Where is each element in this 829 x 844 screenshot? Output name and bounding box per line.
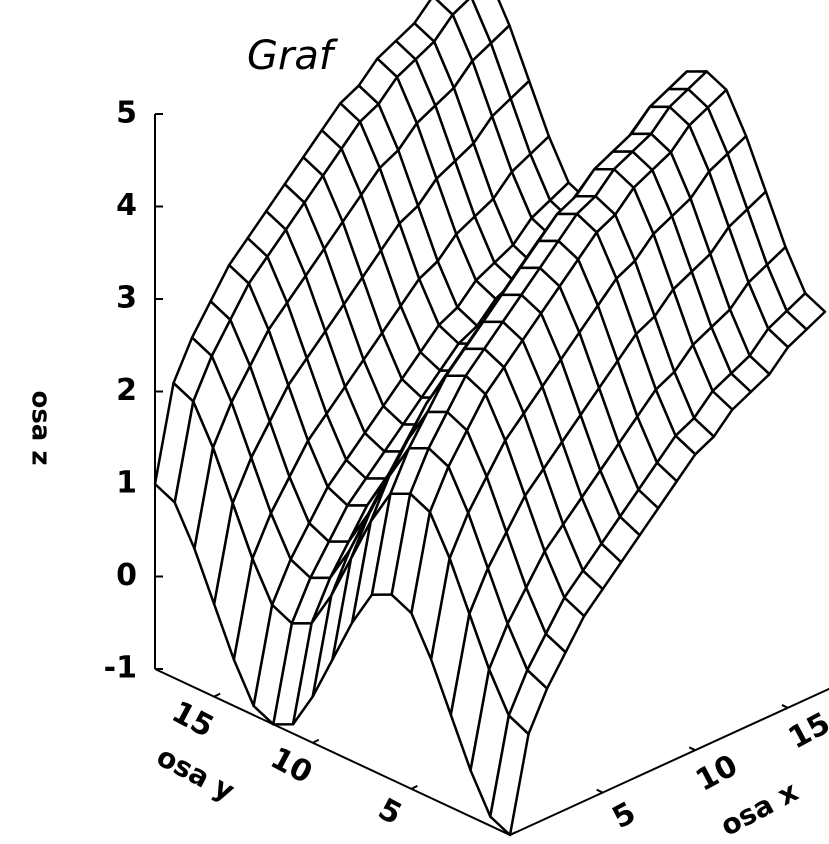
y-tick-label: 0 <box>471 838 506 844</box>
y-tick <box>213 692 221 698</box>
z-tick-label: 4 <box>116 188 137 223</box>
x-tick-label: 5 <box>607 795 642 836</box>
x-tick-label: 15 <box>783 706 829 757</box>
y-tick-label: 5 <box>372 792 407 833</box>
x-axis <box>509 687 829 836</box>
surface-cell <box>489 714 530 837</box>
y-tick-label: 10 <box>265 741 318 792</box>
z-tick-label: 5 <box>116 96 137 131</box>
y-axis-label: osa y <box>151 740 240 808</box>
z-tick-label: 0 <box>116 558 137 593</box>
z-tick-label: 1 <box>116 466 137 501</box>
z-tick-label: -1 <box>104 651 137 686</box>
z-tick-label: 2 <box>116 373 137 408</box>
x-tick <box>781 704 789 709</box>
chart-title: Graf <box>247 33 339 79</box>
y-tick <box>410 784 418 790</box>
y-tick-label: 15 <box>166 695 219 746</box>
y-tick <box>312 738 320 744</box>
z-axis-label: osa z <box>26 390 56 465</box>
z-tick-label: 3 <box>116 281 137 316</box>
x-tick <box>596 788 604 794</box>
x-tick-label: 10 <box>690 748 743 799</box>
x-tick-label: 0 <box>514 838 549 844</box>
x-tick <box>688 746 696 752</box>
